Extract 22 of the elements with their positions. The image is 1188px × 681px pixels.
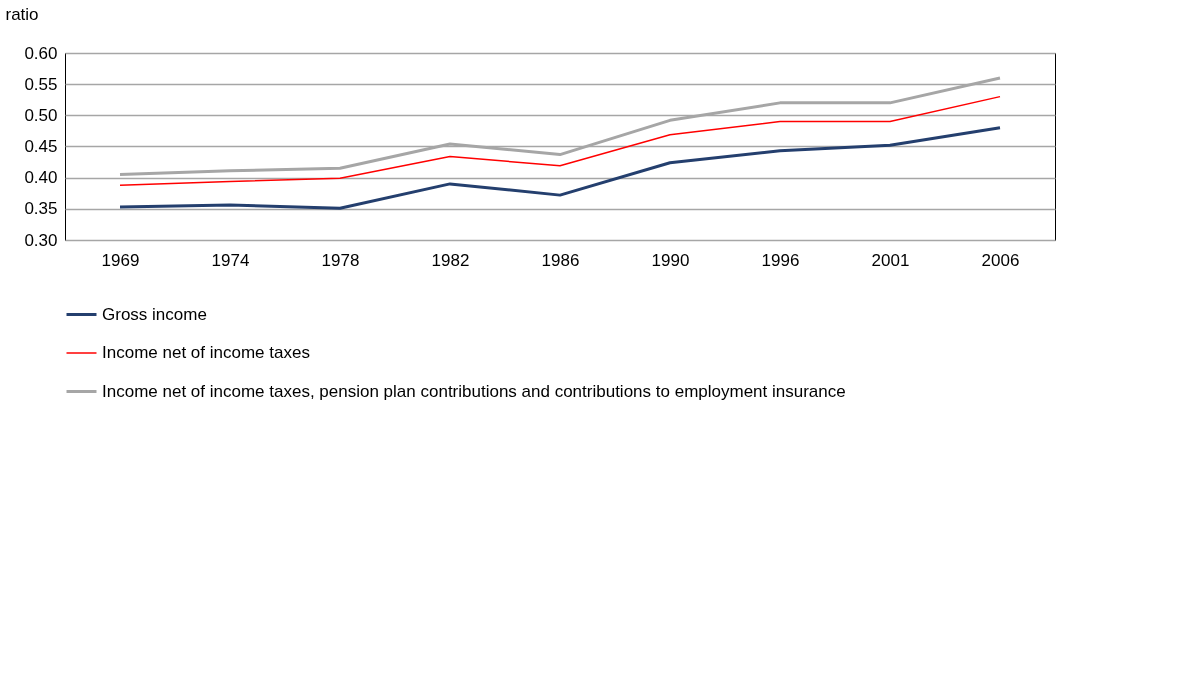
line-series [119,95,1001,186]
y-tick-label: 0.35 [24,199,58,219]
y-tick-label: 0.50 [24,105,58,125]
legend-label: Income net of income taxes [102,343,310,362]
y-tick-label: 0.55 [24,74,58,94]
x-tick-label: 1974 [211,250,250,270]
x-tick-label: 2006 [981,250,1020,270]
x-tick-label: 1986 [541,250,580,270]
legend-label: Income net of income taxes, pension plan contributions and contributions to employment insurance [102,381,846,401]
x-tick-label: 1982 [431,250,470,270]
y-tick-label: 0.60 [24,43,58,63]
x-tick-label: 1996 [761,250,800,270]
line-series [118,126,1002,210]
x-tick-label: 1978 [321,250,360,270]
y-tick-label: 0.40 [24,168,58,188]
legend-label: Gross income [102,304,207,324]
x-tick-label: 1990 [651,250,690,270]
x-tick-label: 1969 [101,250,140,270]
y-tick-label: 0.45 [24,137,58,156]
y-axis-title: ratio [5,4,39,24]
x-tick-label: 2001 [871,250,910,270]
y-tick-label: 0.30 [24,230,58,250]
